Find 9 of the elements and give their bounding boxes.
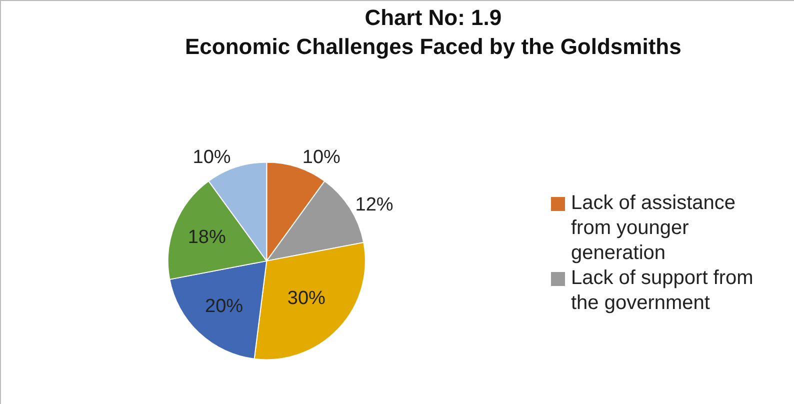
data-label: 18% <box>188 226 226 248</box>
legend-label: Lack of support from the government <box>571 266 754 316</box>
data-label: 10% <box>302 147 341 168</box>
data-label: 20% <box>205 296 244 317</box>
legend-label: Lack of assistance from younger generation <box>571 191 737 266</box>
data-label: 30% <box>287 288 326 309</box>
data-label: 12% <box>355 194 394 216</box>
chart-title: Chart No: 1.9 Economic Challenges Faced by the Goldsmiths <box>185 5 682 59</box>
data-label: 10% <box>192 147 231 168</box>
